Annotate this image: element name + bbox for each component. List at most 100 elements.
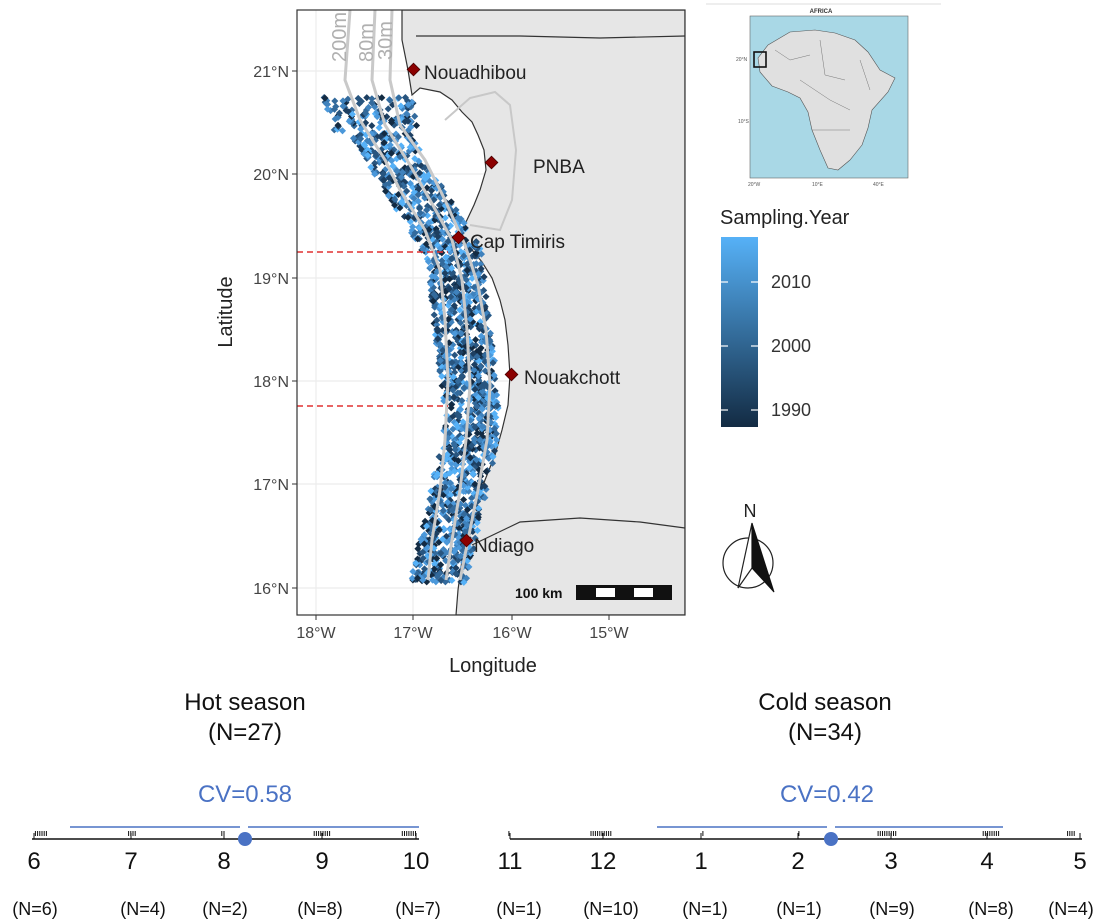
sampling-point <box>442 263 450 271</box>
sampling-point <box>449 386 457 394</box>
sampling-point <box>430 290 438 298</box>
sampling-point <box>477 260 485 268</box>
cold-season-title: Cold season (N=34) <box>725 688 925 748</box>
isobath-label-80m: 80m <box>356 23 378 62</box>
sampling-point <box>466 315 474 323</box>
x-axis-label: Longitude <box>449 655 537 677</box>
sampling-point <box>463 266 471 274</box>
sampling-point <box>411 229 419 237</box>
sampling-point <box>356 131 364 139</box>
sampling-point <box>460 219 468 227</box>
sampling-point <box>378 94 386 102</box>
sampling-point <box>433 228 441 237</box>
marker-ndiago <box>459 533 474 548</box>
sampling-point <box>377 132 385 141</box>
sampling-point <box>451 446 459 454</box>
sampling-point <box>477 383 485 391</box>
senegal-border <box>471 517 685 546</box>
sampling-point <box>421 174 429 183</box>
sampling-point <box>465 563 473 571</box>
sampling-point <box>480 273 488 281</box>
sampling-point <box>409 223 417 231</box>
sampling-point <box>371 159 379 167</box>
hot-month-9: 9 <box>315 848 329 875</box>
sampling-point <box>420 565 429 573</box>
sampling-point <box>446 222 455 230</box>
sampling-point <box>391 195 399 203</box>
scale-label: 100 km <box>515 585 562 601</box>
sampling-point <box>439 507 447 515</box>
hot-mean-dot <box>238 832 252 846</box>
lon-tick-18: 18°W <box>296 625 336 642</box>
sampling-point <box>399 168 407 176</box>
hot-n-text: (N=27) <box>207 719 283 746</box>
label-nouadhibou: Nouadhibou <box>424 63 526 84</box>
sampling-point <box>387 116 396 124</box>
sampling-point <box>357 97 365 105</box>
sampling-point <box>472 456 481 464</box>
cold-month-4: 4 <box>980 848 994 875</box>
sampling-point <box>423 206 431 214</box>
sampling-point <box>363 94 371 102</box>
sampling-point <box>450 393 458 401</box>
sampling-point <box>448 254 456 262</box>
sampling-point <box>412 121 421 130</box>
sampling-point <box>344 95 352 103</box>
cold-count-11: (N=1) <box>496 899 542 919</box>
legend-label-1990: 1990 <box>771 400 811 420</box>
cold-count-12: (N=10) <box>583 899 639 919</box>
sampling-point <box>349 134 358 142</box>
lon-tick-17: 17°W <box>393 625 433 642</box>
sampling-point <box>462 365 470 373</box>
sampling-point <box>477 322 485 330</box>
sampling-point <box>408 574 416 582</box>
sampling-point <box>474 372 482 380</box>
hot-count-10: (N=7) <box>395 899 441 919</box>
hot-month-10: 10 <box>402 848 430 875</box>
sampling-point <box>490 425 499 433</box>
cold-count-3: (N=9) <box>869 899 915 919</box>
panel-border <box>296 9 686 616</box>
sampling-point <box>385 174 393 182</box>
sampling-point <box>471 242 480 250</box>
lon-tick-16: 16°W <box>492 625 532 642</box>
sampling-point <box>481 482 489 490</box>
sampling-point <box>430 311 438 319</box>
sampling-point <box>473 526 482 535</box>
sampling-point <box>410 194 418 202</box>
sampling-point <box>449 505 457 513</box>
sampling-point <box>463 260 471 268</box>
sampling-point <box>433 325 441 333</box>
sampling-point <box>442 549 450 557</box>
sampling-point <box>397 173 405 181</box>
marker-pnba <box>484 155 499 170</box>
sampling-point <box>385 179 393 187</box>
sampling-point <box>360 140 368 148</box>
sampling-point <box>367 163 375 171</box>
sampling-point <box>456 405 465 413</box>
sampling-point <box>387 149 395 157</box>
cold-month-1: 1 <box>694 848 708 875</box>
hot-count-9: (N=8) <box>297 899 343 919</box>
sampling-point <box>419 548 427 556</box>
sampling-point <box>475 376 483 384</box>
pnba-outline <box>444 90 518 232</box>
sampling-point <box>447 491 455 499</box>
sampling-point <box>379 170 387 178</box>
sampling-point <box>435 453 443 461</box>
northern-border <box>416 35 685 39</box>
sampling-point <box>489 453 497 461</box>
legend-colorbar <box>721 237 758 427</box>
sampling-point <box>470 435 478 443</box>
sampling-point <box>424 258 433 266</box>
hot-month-6: 6 <box>27 848 41 875</box>
lat-tick-19: 19°N <box>253 271 289 288</box>
sampling-point <box>441 276 449 284</box>
sampling-point <box>426 495 434 503</box>
sampling-point <box>416 209 424 217</box>
cold-title-text: Cold season <box>758 689 892 716</box>
sampling-point <box>447 401 456 409</box>
sampling-point <box>435 201 443 209</box>
sampling-point <box>430 565 438 573</box>
sampling-point <box>449 373 458 381</box>
